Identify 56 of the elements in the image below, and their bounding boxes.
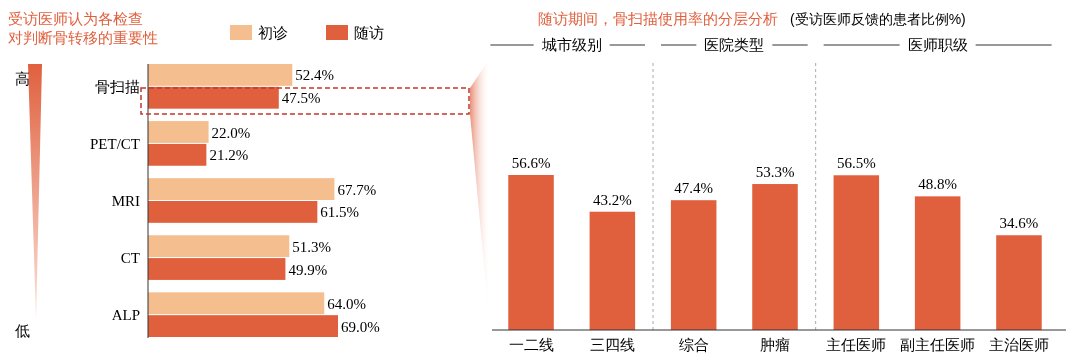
text: 医师职级 — [907, 36, 968, 53]
bar — [148, 315, 338, 337]
legend-label: 随访 — [354, 24, 384, 41]
text: 低 — [15, 322, 30, 339]
x-tick-label: 副主任医师 — [900, 336, 976, 353]
x-tick-label: 主任医师 — [826, 336, 887, 353]
y-tick-label: CT — [120, 250, 140, 267]
x-tick-label: 三四线 — [589, 336, 635, 353]
bar — [996, 235, 1042, 330]
bar — [148, 235, 290, 258]
data-label: 47.5% — [281, 90, 321, 107]
y-tick-label: MRI — [111, 193, 140, 209]
bar — [148, 143, 207, 166]
data-label: 61.5% — [320, 204, 360, 221]
data-label: 34.6% — [999, 215, 1039, 232]
data-label: 51.3% — [292, 238, 332, 255]
chart-title: 受访医师认为各检查对判断骨转移的重要性 — [8, 10, 158, 46]
y-tick-label: ALP — [111, 307, 140, 324]
chart-title: 随访期间，骨扫描使用率的分层分析 — [538, 10, 778, 27]
text: 城市级别 — [540, 36, 602, 53]
legend-label: 初诊 — [258, 24, 288, 41]
bar — [148, 86, 279, 109]
y-tick-label: 骨扫描 — [95, 78, 140, 95]
bar — [833, 175, 880, 330]
data-label: 49.9% — [288, 261, 328, 278]
x-tick-label: 肿瘤 — [760, 336, 790, 353]
data-label: 69.0% — [341, 318, 380, 335]
text: 高 — [15, 70, 30, 87]
bar — [752, 184, 798, 330]
x-tick-label: 一二线 — [508, 336, 554, 353]
data-label: 52.4% — [295, 67, 335, 84]
data-label: 53.3% — [755, 164, 795, 181]
bar — [148, 258, 286, 280]
bar — [148, 201, 318, 223]
data-label: 21.2% — [209, 147, 249, 164]
bar — [589, 211, 636, 330]
chart-subtitle: (受访医师反馈的患者比例%) — [790, 11, 966, 27]
bar — [148, 64, 293, 86]
data-label: 64.0% — [327, 295, 366, 312]
bar — [914, 196, 961, 330]
data-label: 56.6% — [511, 155, 551, 171]
data-label: 48.8% — [918, 176, 958, 193]
y-tick-label: PET/CT — [89, 135, 140, 152]
bar — [148, 178, 335, 200]
x-tick-label: 综合 — [678, 336, 709, 353]
data-label: 47.4% — [674, 180, 714, 197]
data-label: 67.7% — [337, 181, 377, 198]
bar — [670, 200, 717, 330]
bar — [508, 175, 554, 330]
data-label: 56.5% — [836, 155, 876, 172]
bar — [148, 292, 325, 315]
x-tick-label: 主治医师 — [988, 336, 1049, 353]
data-label: 22.0% — [211, 124, 251, 141]
text: 医院类型 — [704, 36, 765, 53]
bar — [148, 121, 209, 143]
data-label: 43.2% — [592, 191, 632, 208]
